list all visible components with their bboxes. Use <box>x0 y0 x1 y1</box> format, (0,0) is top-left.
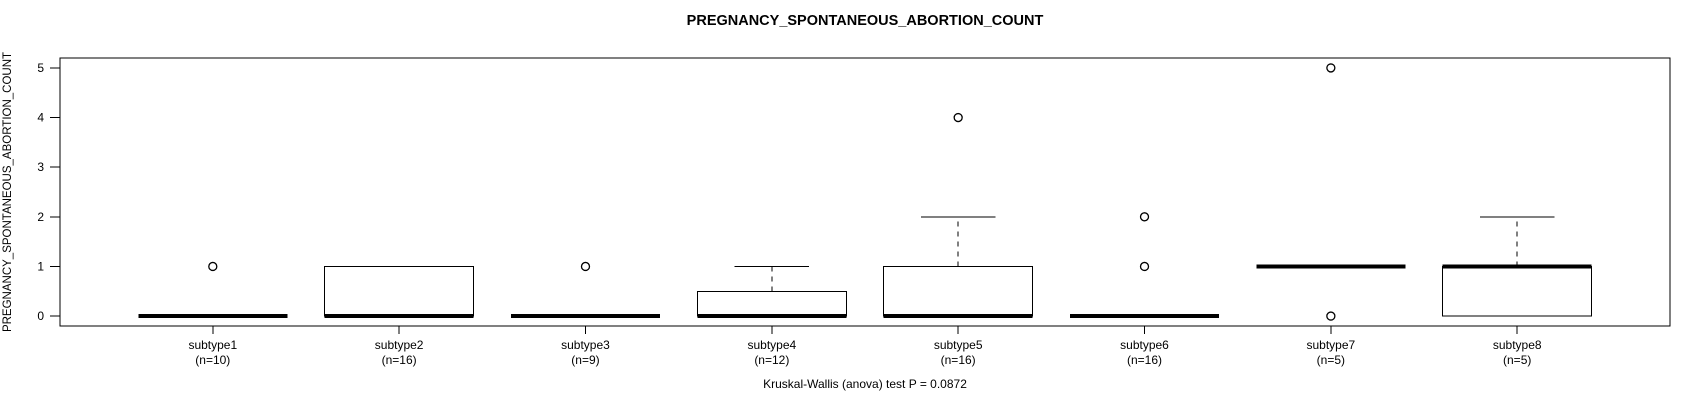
box-subtype8 <box>1442 265 1593 317</box>
y-tick-label: 1 <box>37 259 44 273</box>
outlier-point <box>208 261 218 272</box>
x-tick-label: subtype5 <box>934 338 983 352</box>
x-tick-sublabel: (n=12) <box>754 353 789 367</box>
x-tick-sublabel: (n=16) <box>941 353 976 367</box>
x-tick-label: subtype7 <box>1307 338 1356 352</box>
box-subtype5 <box>883 265 1034 317</box>
x-tick-sublabel: (n=10) <box>195 353 230 367</box>
plot-border <box>59 57 1671 327</box>
outlier-point <box>580 261 591 272</box>
box-subtype4 <box>696 290 847 317</box>
outlier-point <box>1326 63 1336 73</box>
x-tick-sublabel: (n=5) <box>1503 353 1531 367</box>
x-tick-label: subtype2 <box>375 338 424 352</box>
x-tick-label: subtype3 <box>561 338 610 352</box>
outlier-point <box>1139 261 1150 272</box>
y-tick-label: 4 <box>37 111 44 125</box>
box-subtype2 <box>324 265 475 317</box>
x-tick-sublabel: (n=16) <box>1127 353 1162 367</box>
x-tick-sublabel: (n=9) <box>571 353 599 367</box>
outlier-point <box>1139 212 1150 222</box>
outlier-point <box>1326 311 1336 321</box>
outlier-point <box>953 112 963 123</box>
x-tick-label: subtype4 <box>747 338 796 352</box>
y-tick-label: 5 <box>37 61 44 75</box>
y-tick-label: 0 <box>37 309 44 323</box>
y-axis-label: PREGNANCY_SPONTANEOUS_ABORTION_COUNT <box>2 52 14 332</box>
chart-title: PREGNANCY_SPONTANEOUS_ABORTION_COUNT <box>687 13 1044 29</box>
y-tick-label: 3 <box>37 160 44 174</box>
x-tick-label: subtype6 <box>1120 338 1169 352</box>
x-tick-sublabel: (n=16) <box>382 353 417 367</box>
x-tick-label: subtype8 <box>1493 338 1542 352</box>
caption: Kruskal-Wallis (anova) test P = 0.0872 <box>763 377 967 391</box>
x-tick-label: subtype1 <box>188 338 237 352</box>
x-tick-sublabel: (n=5) <box>1317 353 1345 367</box>
plot-area: 012345subtype1(n=10)subtype2(n=16)subtyp… <box>37 57 1671 367</box>
y-tick-label: 2 <box>37 210 44 224</box>
